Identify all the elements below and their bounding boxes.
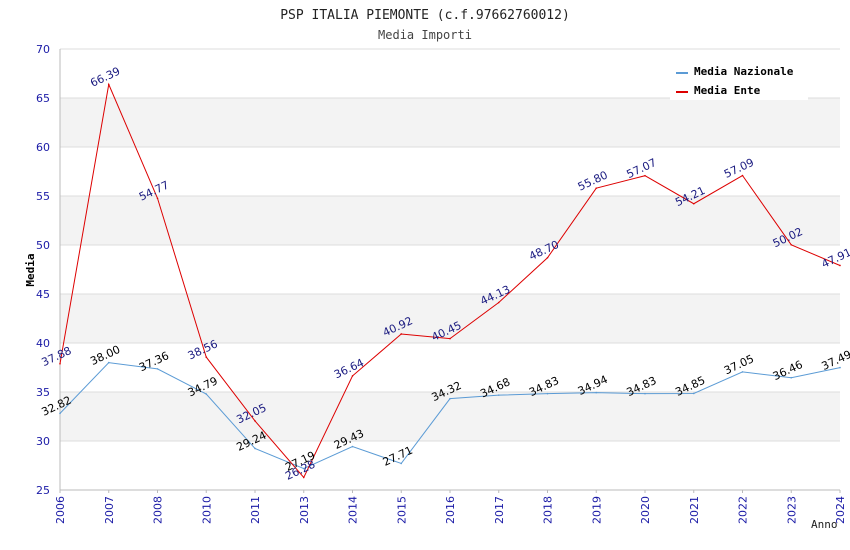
chart-subtitle: Media Importi (378, 28, 472, 42)
y-tick-label: 45 (36, 288, 50, 301)
x-tick-label: 2010 (200, 496, 213, 524)
data-point (59, 362, 61, 365)
data-point (107, 83, 110, 86)
plot-band (60, 98, 840, 147)
data-point (595, 187, 598, 189)
data-point (302, 467, 305, 470)
plot-band (60, 294, 840, 343)
data-point (790, 244, 793, 246)
plot-bands (60, 98, 840, 441)
data-point (351, 445, 354, 448)
x-tick-label: 2023 (785, 496, 798, 524)
data-point (692, 202, 695, 205)
data-point (107, 361, 110, 364)
data-point (449, 397, 451, 400)
data-point (400, 462, 403, 465)
x-tick-label: 2016 (444, 496, 457, 524)
data-point (741, 174, 744, 177)
x-tick-label: 2017 (493, 496, 506, 524)
data-point (839, 366, 841, 369)
plot-band (60, 196, 840, 245)
x-tick-label: 2015 (395, 496, 408, 524)
y-tick-label: 60 (36, 141, 50, 154)
legend-box (670, 60, 808, 100)
data-point (205, 356, 208, 358)
data-point (205, 393, 208, 395)
data-point (351, 375, 354, 377)
y-tick-label: 40 (36, 337, 50, 350)
plot-band (60, 392, 840, 441)
x-tick-label: 2006 (54, 496, 67, 524)
data-point (546, 392, 549, 395)
x-tick-label: 2014 (347, 496, 360, 524)
data-point (254, 420, 256, 422)
data-point (302, 476, 305, 479)
y-tick-label: 35 (36, 386, 50, 399)
y-tick-label: 55 (36, 190, 50, 203)
y-tick-label: 65 (36, 92, 50, 105)
data-point (644, 174, 646, 177)
data-point (156, 197, 159, 200)
x-tick-label: 2019 (590, 496, 603, 524)
data-point (59, 412, 61, 415)
x-tick-label: 2007 (103, 496, 116, 524)
data-point (546, 256, 549, 259)
data-point (790, 376, 793, 379)
y-tick-label: 25 (36, 484, 50, 497)
data-point (692, 392, 695, 395)
data-point (400, 333, 403, 335)
x-tick-label: 2021 (688, 496, 701, 524)
x-tick-labels: 2006 2007 2008 2010 2011 2013 2014 2015 2016 2017… (54, 490, 847, 524)
legend: Media Nazionale Media Ente (670, 60, 808, 100)
x-tick-label: 2024 (834, 496, 847, 524)
x-tick-label: 2018 (542, 496, 555, 524)
y-tick-labels: 25 30 35 40 45 50 55 60 65 70 (36, 43, 50, 497)
data-point (595, 391, 598, 394)
y-tick-label: 30 (36, 435, 50, 448)
data-point (497, 301, 500, 304)
x-axis-label: Anno (811, 518, 838, 531)
data-point (839, 264, 841, 267)
data-point (644, 392, 646, 395)
data-point (741, 371, 744, 373)
legend-label-nazionale: Media Nazionale (694, 65, 794, 78)
y-tick-label: 70 (36, 43, 50, 56)
x-tick-label: 2022 (737, 496, 750, 524)
data-point (156, 368, 159, 370)
x-tick-label: 2013 (298, 496, 311, 524)
x-tick-label: 2020 (639, 496, 652, 524)
y-axis-label: Media (24, 253, 37, 286)
data-point (449, 337, 451, 340)
x-tick-label: 2008 (152, 496, 165, 524)
data-point (497, 394, 500, 396)
chart-title: PSP ITALIA PIEMONTE (c.f.97662760012) (280, 8, 570, 23)
data-point (254, 447, 256, 450)
series-lines (59, 82, 841, 479)
legend-label-ente: Media Ente (694, 84, 761, 97)
grid-lines (60, 48, 840, 491)
x-tick-label: 2011 (249, 496, 262, 524)
y-tick-label: 50 (36, 239, 50, 252)
